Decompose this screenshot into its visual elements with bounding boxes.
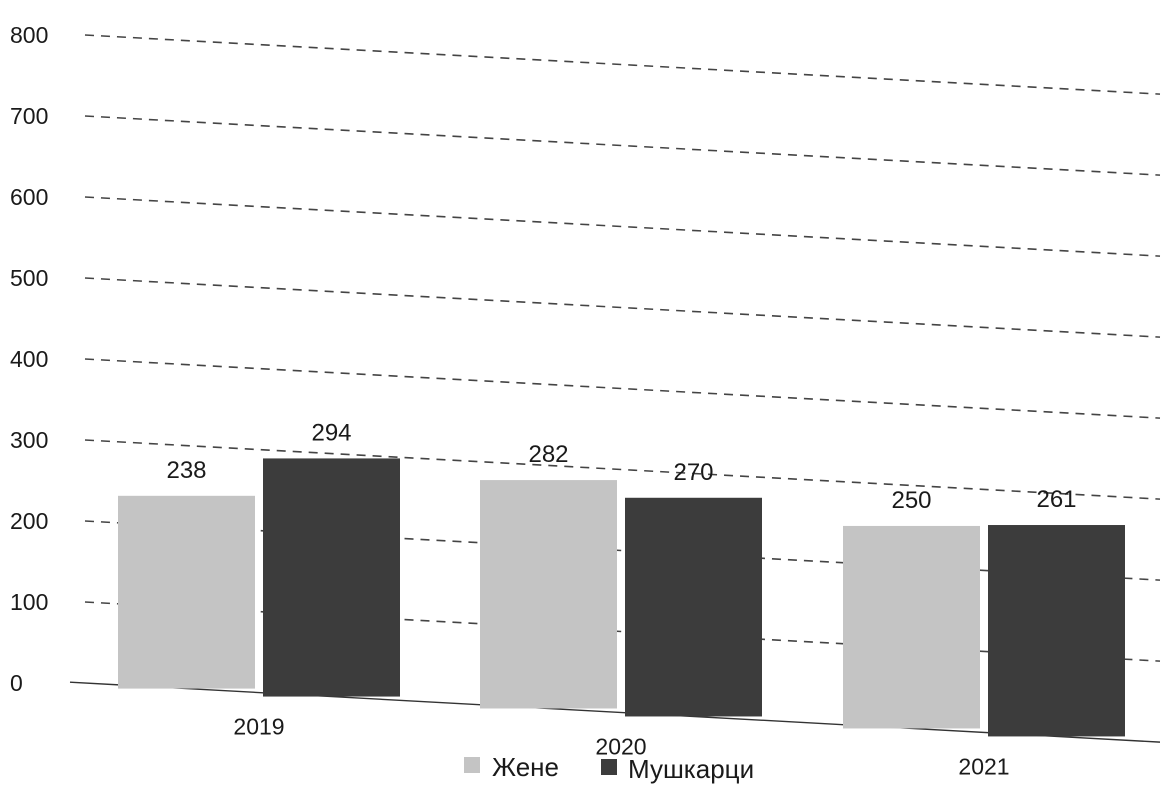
- y-tick-label: 200: [10, 508, 48, 534]
- bar-2021-0: [843, 525, 980, 729]
- y-tick-label: 800: [10, 22, 48, 48]
- x-category-label: 2020: [595, 733, 646, 759]
- y-tick-label: 400: [10, 346, 48, 372]
- y-tick-label: 300: [10, 427, 48, 453]
- data-labels: 238 294 282 270 250 261: [166, 419, 1076, 514]
- x-axis-line: [69, 681, 1161, 743]
- bar-2019-1: [263, 458, 400, 697]
- bars: [118, 458, 1125, 737]
- data-label: 270: [673, 459, 713, 486]
- legend-swatch: [601, 759, 617, 775]
- y-axis-ticks: 0 100 200 300 400 500 600 700 800: [10, 22, 48, 696]
- data-label: 250: [891, 487, 931, 514]
- y-tick-label: 100: [10, 589, 48, 615]
- y-tick-label: 500: [10, 265, 48, 291]
- gridline-700: [84, 115, 1161, 176]
- data-label: 261: [1036, 486, 1076, 513]
- data-label: 238: [166, 457, 206, 484]
- data-label: 294: [311, 419, 351, 446]
- x-category-label: 2021: [958, 753, 1009, 779]
- gridline-500: [84, 277, 1161, 338]
- gridline-800: [84, 34, 1161, 95]
- gridline-600: [84, 196, 1161, 257]
- bar-2020-1: [625, 497, 762, 717]
- bar-2021-1: [988, 525, 1125, 737]
- y-tick-label: 600: [10, 184, 48, 210]
- gridline-300: [84, 439, 1161, 500]
- y-tick-label: 700: [10, 103, 48, 129]
- gridline-400: [84, 358, 1161, 419]
- legend: Жене Мушкарци: [464, 752, 754, 784]
- data-label: 282: [528, 441, 568, 468]
- bar-2020-0: [480, 480, 617, 709]
- legend-label: Жене: [492, 752, 559, 782]
- bar-2019-0: [118, 495, 255, 689]
- y-tick-label: 0: [10, 670, 23, 696]
- legend-swatch: [464, 757, 480, 773]
- legend-label: Мушкарци: [628, 754, 754, 784]
- x-category-label: 2019: [233, 714, 284, 740]
- x-axis-categories: 2019 2020 2021: [233, 714, 1009, 780]
